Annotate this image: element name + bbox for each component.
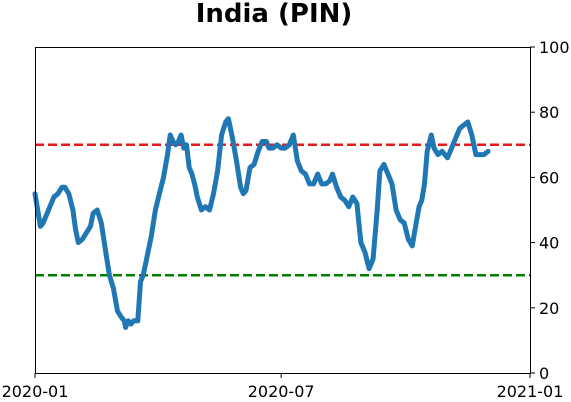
x-tick-label: 2021-01 (497, 382, 564, 401)
y-axis: 0 20 40 60 80 100 (530, 38, 570, 383)
x-axis: 2020-01 2020-07 2021-01 (2, 373, 564, 401)
y-tick-label: 60 (539, 168, 559, 187)
series-layer (32, 116, 491, 330)
y-tick-label: 80 (539, 103, 559, 122)
x-tick-label: 2020-07 (248, 382, 315, 401)
reference-lines (35, 143, 530, 277)
x-tick-label: 2020-01 (2, 382, 69, 401)
y-tick-label: 40 (539, 234, 559, 253)
series-line (32, 116, 491, 330)
y-tick-label: 100 (539, 38, 570, 57)
plot-frame (35, 47, 531, 374)
y-tick-label: 0 (539, 364, 549, 383)
y-tick-label: 20 (539, 299, 559, 318)
chart-title: India (PIN) (196, 0, 353, 29)
